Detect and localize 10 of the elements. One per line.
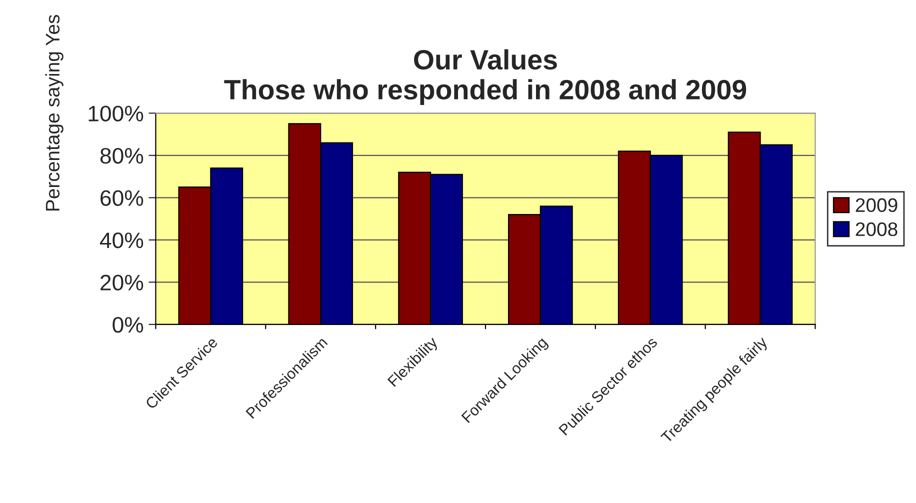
y-tick-label: 20% — [100, 274, 144, 290]
legend-label: 2008 — [856, 222, 898, 236]
y-tick-label: 100% — [88, 106, 144, 122]
chart-title: Our Values Those who responded in 2008 and 2009 — [224, 49, 746, 106]
y-tick-label: 40% — [100, 232, 144, 248]
y-axis-title: Percentage saying Yes — [45, 14, 64, 210]
legend-label: 2009 — [856, 198, 898, 212]
y-tick-label: 60% — [100, 190, 144, 206]
y-tick-label: 0% — [112, 316, 144, 333]
y-tick-label: 80% — [100, 148, 144, 164]
